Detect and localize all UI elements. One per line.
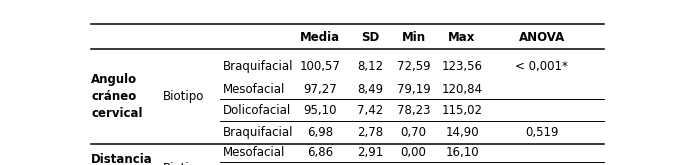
Text: Biotipo: Biotipo [163,90,204,103]
Text: 120,84: 120,84 [441,82,483,96]
Text: ANOVA: ANOVA [519,31,565,44]
Text: 95,10: 95,10 [303,104,337,117]
Text: 16,10: 16,10 [445,146,479,159]
Text: Angulo
cráneo
cervical: Angulo cráneo cervical [91,73,142,120]
Text: 123,56: 123,56 [441,60,483,73]
Text: 14,90: 14,90 [445,126,479,139]
Text: 0,70: 0,70 [401,126,426,139]
Text: 2,78: 2,78 [357,126,383,139]
Text: 6,98: 6,98 [307,126,333,139]
Text: Biotipo: Biotipo [163,162,204,165]
Text: 7,42: 7,42 [357,104,383,117]
Text: 2,91: 2,91 [357,146,383,159]
Text: 72,59: 72,59 [397,60,431,73]
Text: Braquifacial: Braquifacial [222,126,293,139]
Text: 115,02: 115,02 [441,104,483,117]
Text: 8,12: 8,12 [357,60,383,73]
Text: Distancia
C0-C1: Distancia C0-C1 [91,153,153,165]
Text: < 0,001*: < 0,001* [515,60,568,73]
Text: SD: SD [361,31,379,44]
Text: Mesofacial: Mesofacial [222,82,285,96]
Text: 6,86: 6,86 [307,146,333,159]
Text: Media: Media [300,31,340,44]
Text: 78,23: 78,23 [397,104,431,117]
Text: 0,519: 0,519 [525,126,559,139]
Text: Min: Min [401,31,426,44]
Text: 79,19: 79,19 [397,82,431,96]
Text: Braquifacial: Braquifacial [222,60,293,73]
Text: 0,00: 0,00 [401,146,426,159]
Text: Mesofacial: Mesofacial [222,146,285,159]
Text: Dolicofacial: Dolicofacial [222,104,291,117]
Text: 97,27: 97,27 [303,82,337,96]
Text: 8,49: 8,49 [357,82,383,96]
Text: 100,57: 100,57 [300,60,340,73]
Text: Max: Max [448,31,476,44]
